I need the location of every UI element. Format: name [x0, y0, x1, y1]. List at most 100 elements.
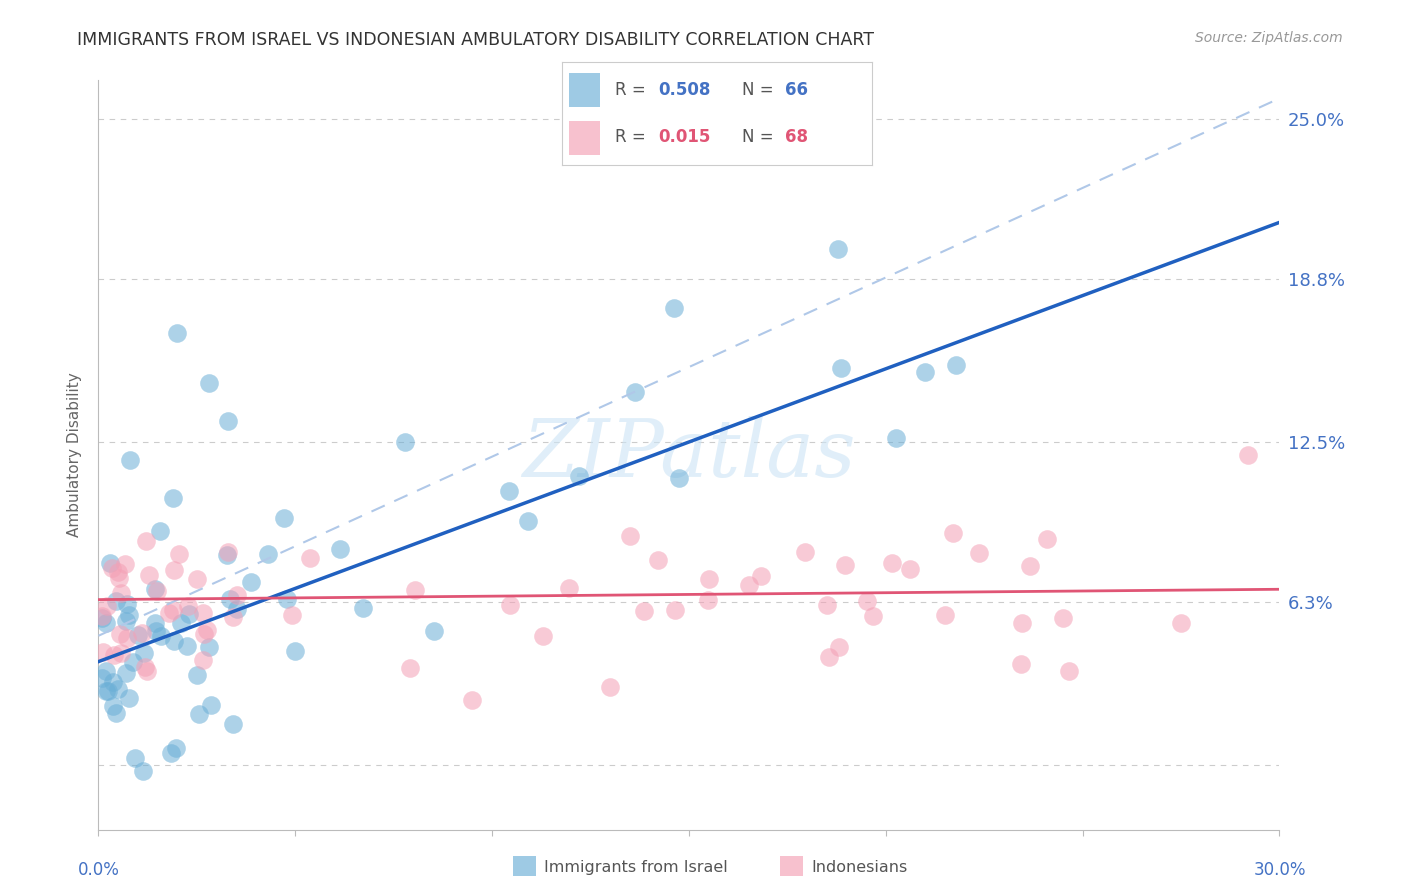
- Point: [186, 667, 208, 681]
- Point: [898, 562, 921, 576]
- Point: [818, 649, 841, 664]
- Point: [162, 491, 184, 505]
- Point: [110, 646, 132, 660]
- Point: [827, 242, 849, 256]
- Point: [131, 626, 153, 640]
- Point: [226, 602, 249, 616]
- Point: [517, 514, 540, 528]
- Point: [176, 639, 198, 653]
- Point: [623, 385, 645, 400]
- Point: [697, 593, 720, 607]
- Point: [281, 607, 304, 622]
- Point: [94, 664, 117, 678]
- Point: [217, 548, 239, 562]
- Point: [697, 572, 720, 586]
- Point: [157, 606, 180, 620]
- Point: [179, 607, 201, 621]
- Point: [166, 326, 188, 341]
- Point: [114, 614, 136, 628]
- Text: IMMIGRANTS FROM ISRAEL VS INDONESIAN AMBULATORY DISABILITY CORRELATION CHART: IMMIGRANTS FROM ISRAEL VS INDONESIAN AMB…: [77, 31, 875, 49]
- Text: R =: R =: [614, 81, 645, 99]
- Point: [1036, 533, 1059, 547]
- Point: [197, 376, 219, 390]
- Point: [299, 551, 322, 566]
- Point: [108, 571, 131, 585]
- Point: [619, 529, 641, 543]
- Text: Immigrants from Israel: Immigrants from Israel: [544, 860, 728, 874]
- Point: [945, 359, 967, 373]
- Point: [1237, 448, 1260, 462]
- Point: [329, 541, 352, 556]
- Point: [91, 671, 114, 685]
- Point: [127, 628, 149, 642]
- Point: [967, 546, 990, 560]
- Point: [165, 741, 187, 756]
- Point: [101, 674, 124, 689]
- Point: [101, 699, 124, 714]
- Point: [96, 599, 118, 614]
- Point: [195, 623, 218, 637]
- Text: Source: ZipAtlas.com: Source: ZipAtlas.com: [1195, 31, 1343, 45]
- Point: [163, 633, 186, 648]
- Text: N =: N =: [742, 128, 773, 146]
- Point: [143, 582, 166, 596]
- Y-axis label: Ambulatory Disability: Ambulatory Disability: [67, 373, 83, 537]
- Point: [222, 609, 245, 624]
- Point: [159, 746, 181, 760]
- Point: [101, 561, 124, 575]
- Point: [191, 653, 214, 667]
- Point: [93, 645, 115, 659]
- Point: [352, 601, 374, 615]
- Text: N =: N =: [742, 81, 773, 99]
- Point: [145, 624, 167, 638]
- Point: [134, 646, 156, 660]
- Point: [103, 648, 125, 662]
- Point: [108, 627, 131, 641]
- Point: [423, 624, 446, 638]
- Point: [110, 586, 132, 600]
- Point: [115, 597, 138, 611]
- Point: [394, 435, 416, 450]
- Text: R =: R =: [614, 128, 645, 146]
- Point: [942, 526, 965, 541]
- Point: [404, 582, 426, 597]
- Point: [132, 764, 155, 778]
- Point: [461, 693, 484, 707]
- Point: [834, 558, 856, 572]
- Point: [284, 644, 307, 658]
- Point: [914, 365, 936, 379]
- Point: [633, 604, 655, 618]
- Point: [170, 615, 193, 630]
- Point: [124, 751, 146, 765]
- Point: [146, 584, 169, 599]
- Point: [599, 681, 621, 695]
- Point: [498, 483, 520, 498]
- Text: 0.508: 0.508: [658, 81, 710, 99]
- Point: [200, 698, 222, 712]
- Point: [136, 664, 159, 678]
- Point: [273, 510, 295, 524]
- Point: [815, 598, 838, 612]
- Point: [135, 533, 157, 548]
- Point: [882, 556, 904, 570]
- Point: [91, 611, 114, 625]
- Point: [217, 414, 239, 428]
- Bar: [568, 121, 599, 155]
- Point: [188, 707, 211, 722]
- Point: [186, 572, 208, 586]
- Text: 66: 66: [785, 81, 808, 99]
- Point: [662, 301, 685, 315]
- Point: [162, 603, 184, 617]
- Point: [134, 660, 156, 674]
- Point: [118, 453, 141, 467]
- Point: [222, 717, 245, 731]
- Point: [149, 629, 172, 643]
- Point: [749, 569, 772, 583]
- Point: [163, 563, 186, 577]
- Point: [1010, 657, 1032, 672]
- Point: [855, 594, 877, 608]
- Point: [558, 581, 581, 595]
- Point: [830, 361, 852, 376]
- Point: [118, 691, 141, 706]
- Point: [217, 545, 239, 559]
